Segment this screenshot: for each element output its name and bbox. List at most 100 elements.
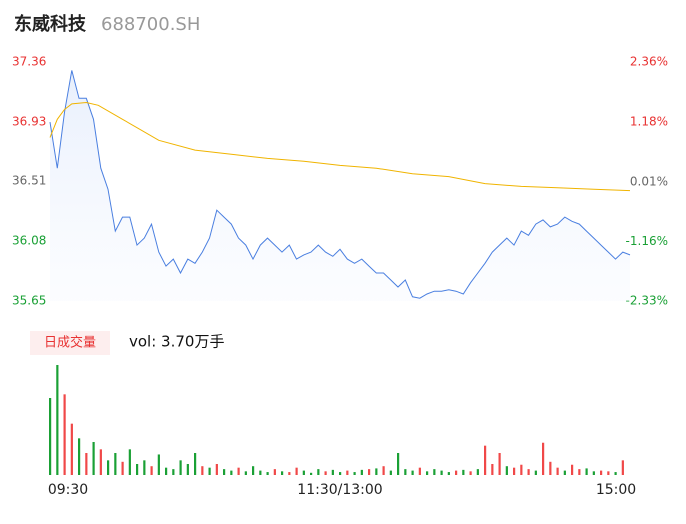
y-tick-label: 36.08: [12, 233, 46, 247]
volume-bar: [302, 470, 305, 475]
volume-bar: [411, 470, 414, 475]
volume-bar: [578, 469, 581, 475]
volume-bar: [513, 467, 516, 475]
volume-bar: [310, 472, 313, 475]
volume-bar: [331, 469, 334, 475]
volume-bar: [542, 442, 545, 475]
volume-bar: [556, 467, 559, 475]
volume-bar: [353, 472, 356, 475]
volume-bar: [230, 470, 233, 475]
volume-bar: [360, 469, 363, 475]
volume-bar: [607, 471, 610, 475]
average-line: [49, 101, 631, 192]
volume-bar: [397, 453, 400, 475]
y2-tick-label: 2.36%: [630, 55, 668, 69]
volume-bar: [585, 468, 588, 475]
y2-tick-label: 1.18%: [630, 115, 668, 129]
volume-bar: [440, 470, 443, 475]
volume-bar: [498, 453, 501, 475]
volume-bar: [56, 365, 59, 475]
volume-bar: [520, 464, 523, 475]
volume-bar: [194, 453, 197, 475]
volume-bar: [107, 460, 110, 475]
volume-bar: [92, 442, 95, 475]
y-tick-label: 35.65: [12, 294, 46, 308]
price-area: [50, 70, 630, 302]
volume-bar: [375, 468, 378, 475]
volume-bar: [484, 445, 487, 475]
volume-bar: [368, 469, 371, 475]
volume-bar: [121, 461, 124, 475]
volume-bar: [201, 466, 204, 475]
y2-tick-label: -2.33%: [626, 294, 668, 308]
volume-bar: [614, 472, 617, 475]
stock-name: 东威科技: [14, 13, 87, 35]
x-tick-label: 15:00: [596, 482, 636, 498]
volume-bar: [165, 467, 168, 475]
volume-bar: [462, 469, 465, 475]
volume-annotation: vol: 3.70万手: [129, 333, 224, 351]
volume-bar: [339, 472, 342, 475]
volume-bar: [259, 470, 262, 475]
volume-bar: [491, 464, 494, 475]
y-tick-label: 37.36: [12, 55, 46, 69]
volume-bar: [186, 464, 189, 475]
volume-bar: [527, 469, 530, 475]
volume-bar: [143, 460, 146, 475]
x-tick-label: 09:30: [48, 482, 88, 498]
volume-bar: [252, 466, 255, 475]
y2-tick-label: -1.16%: [626, 234, 668, 248]
volume-label-box: [30, 331, 110, 355]
volume-bar: [215, 464, 218, 475]
volume-bar: [114, 453, 117, 475]
volume-bar: [600, 470, 603, 475]
volume-bar: [157, 454, 160, 475]
volume-bar: [288, 472, 291, 475]
volume-bar: [223, 469, 226, 475]
volume-bar: [469, 471, 472, 475]
volume-bar: [179, 460, 182, 475]
volume-bar: [49, 398, 52, 475]
volume-bar: [476, 469, 479, 475]
volume-bar: [346, 470, 349, 475]
volume-bar: [237, 467, 240, 475]
volume-bar: [85, 453, 88, 475]
volume-bar: [455, 470, 458, 475]
volume-bar: [534, 470, 537, 475]
volume-bar: [404, 469, 407, 475]
volume-bar: [128, 449, 131, 475]
volume-bar: [433, 469, 436, 475]
volume-bar: [99, 449, 102, 475]
volume-bar: [172, 469, 175, 475]
volume-bar: [592, 471, 595, 475]
volume-bar: [78, 438, 81, 475]
volume-bar: [324, 471, 327, 475]
volume-bar: [571, 464, 574, 475]
stock-code: 688700.SH: [101, 14, 200, 35]
volume-bar: [418, 467, 421, 475]
volume-bar: [621, 460, 624, 475]
y-tick-label: 36.51: [12, 173, 46, 187]
y-tick-label: 36.93: [12, 115, 46, 129]
volume-bar: [208, 467, 211, 475]
volume-bar: [563, 470, 566, 475]
volume-bar: [281, 471, 284, 475]
volume-bar: [63, 394, 66, 475]
volume-bar: [317, 469, 320, 475]
volume-bar: [136, 464, 139, 475]
volume-bar: [505, 466, 508, 475]
volume-bar: [447, 472, 450, 475]
volume-bar: [295, 467, 298, 475]
volume-bar: [266, 472, 269, 475]
volume-title: 日成交量: [44, 335, 96, 351]
price-line: [49, 70, 631, 299]
volume-bar: [273, 469, 276, 475]
volume-bar: [389, 470, 392, 475]
x-tick-label: 11:30/13:00: [297, 482, 382, 498]
volume-bar: [426, 471, 429, 475]
volume-bar: [70, 423, 73, 475]
y2-tick-label: 0.01%: [630, 174, 668, 188]
volume-bar: [382, 466, 385, 475]
